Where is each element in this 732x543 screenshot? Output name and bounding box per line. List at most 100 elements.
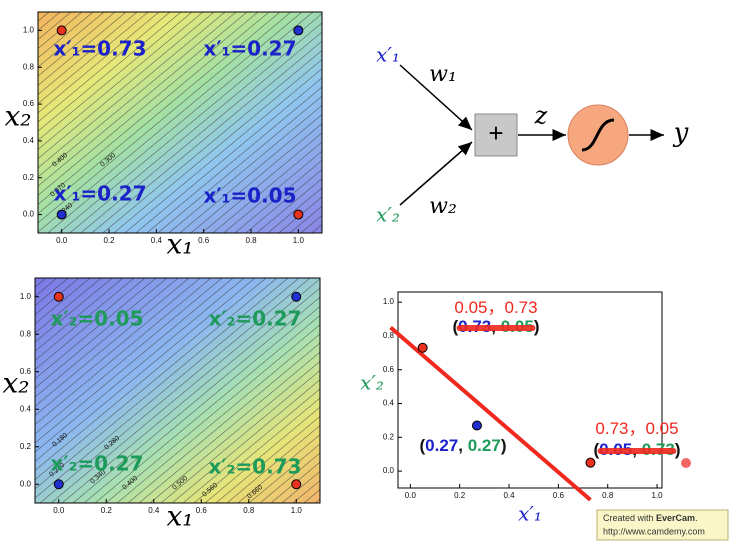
annotation-part: ( — [453, 317, 459, 336]
output-label: y — [673, 118, 689, 148]
contour-line — [35, 278, 234, 444]
annotation: x′₁=0.05 — [203, 184, 296, 208]
contour-line — [179, 114, 322, 233]
annotation-part: 0.73，0.05 — [595, 419, 678, 438]
contour-line — [35, 278, 267, 471]
contour-line — [212, 141, 322, 233]
annotation-part: ( — [594, 440, 600, 459]
contour-line — [102, 49, 322, 233]
annotation: x′₂=0.27 — [50, 452, 143, 476]
y-tick-label: 0.6 — [23, 99, 35, 108]
contour-line — [223, 150, 322, 233]
contour-line — [35, 278, 168, 389]
contour-line — [69, 22, 322, 233]
x-tick-label: 1.0 — [293, 236, 305, 245]
x-tick-label: 1.0 — [652, 491, 664, 500]
annotation: x′₂=0.27 — [208, 307, 301, 331]
contour-line — [182, 388, 320, 503]
contour-line — [38, 12, 171, 123]
point — [291, 291, 302, 302]
x-tick-label: 0.4 — [151, 236, 163, 245]
y-tick-label: 0.8 — [20, 329, 32, 338]
watermark-url: http://www.camdemy.com — [603, 526, 705, 536]
y-tick-label: 1.0 — [383, 297, 395, 306]
y-tick-label: 0.6 — [383, 365, 395, 374]
point — [293, 25, 304, 36]
contour-line — [35, 278, 256, 462]
annotation-part: 0.27 — [468, 436, 501, 455]
contour-line — [116, 333, 320, 503]
y-tick-label: 0.0 — [383, 466, 395, 475]
annotation: x′₂=0.73 — [208, 455, 301, 479]
cursor-highlight — [681, 458, 691, 468]
contour-line — [91, 40, 322, 233]
contour-line — [105, 324, 320, 503]
contour-line — [201, 132, 322, 233]
contour-line — [248, 443, 320, 503]
contour-line — [245, 169, 322, 233]
point — [56, 25, 67, 36]
contour-line — [204, 406, 320, 503]
contour-line — [38, 12, 116, 77]
y-axis-label: x′₂ — [360, 371, 384, 395]
annotation-part: ) — [675, 440, 681, 459]
annotation-part: , — [458, 436, 467, 455]
x-tick-label: 0.0 — [53, 506, 65, 515]
contour-line — [35, 278, 135, 361]
contour-line — [237, 434, 320, 503]
contour-line — [35, 278, 289, 490]
contour-line — [35, 278, 157, 380]
contour-line — [38, 12, 248, 187]
contour-line — [61, 287, 320, 503]
contour-line — [58, 13, 322, 233]
x-tick-label: 0.6 — [196, 506, 208, 515]
contour-line — [267, 187, 322, 233]
annotation: 0.05，0.73 — [454, 298, 537, 317]
y-tick-label: 0.2 — [20, 442, 32, 451]
contour-line — [35, 278, 113, 343]
watermark: Created with EverCam. http://www.camdemy… — [596, 509, 729, 541]
y-tick-label: 1.0 — [23, 26, 35, 35]
contour-line — [83, 305, 320, 503]
contour-line — [226, 425, 320, 503]
x-axis-label: x′₁ — [518, 502, 542, 526]
contour-line — [38, 12, 215, 160]
y-tick-label: 0.0 — [23, 210, 35, 219]
contour-line — [38, 12, 281, 215]
x-tick-label: 0.8 — [602, 491, 614, 500]
contour-line — [38, 12, 94, 59]
contour-line — [38, 12, 127, 86]
sigmoid-curve — [581, 118, 615, 152]
point — [291, 479, 302, 490]
y-axis-label: x₂ — [4, 100, 31, 133]
contour-line — [160, 370, 320, 503]
contour-line — [35, 278, 278, 481]
contour-line — [215, 415, 320, 503]
y-tick-label: 0.4 — [23, 136, 35, 145]
x-axis-label: x₁ — [166, 228, 193, 261]
contour-line — [94, 315, 320, 503]
contour-line — [138, 351, 320, 503]
x-tick-label: 0.0 — [56, 236, 68, 245]
contour-line — [38, 12, 138, 95]
y-tick-label: 0.6 — [20, 367, 32, 376]
watermark-part: Created with — [603, 513, 656, 523]
y-tick-label: 0.4 — [20, 404, 32, 413]
x-tick-label: 0.6 — [553, 491, 565, 500]
input-label: x′₁ — [376, 43, 400, 67]
y-tick-label: 0.0 — [20, 479, 32, 488]
contour-line — [35, 278, 201, 416]
contour-line — [35, 278, 212, 426]
annotation-part: 0.05，0.73 — [454, 298, 537, 317]
y-tick-label: 0.8 — [383, 331, 395, 340]
contour-line — [146, 86, 322, 233]
watermark-text: Created with EverCam. — [603, 513, 698, 523]
contour-line — [193, 397, 320, 503]
y-tick-label: 1.0 — [20, 292, 32, 301]
contour-line — [113, 59, 322, 233]
annotation: x′₁=0.73 — [53, 37, 146, 61]
contour-line — [168, 104, 322, 233]
contour-line — [38, 12, 160, 114]
